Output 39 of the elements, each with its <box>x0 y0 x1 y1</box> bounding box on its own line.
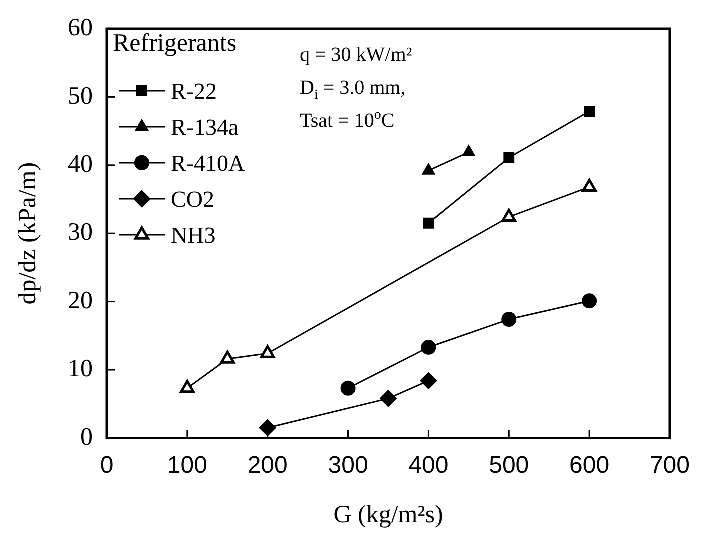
point <box>582 178 597 192</box>
point <box>220 350 235 364</box>
point <box>584 106 596 117</box>
y-tick-label: 20 <box>68 287 93 314</box>
point <box>504 152 515 164</box>
y-tick-label: 50 <box>68 82 93 110</box>
x-tick-label: 100 <box>167 452 208 480</box>
annotation: q = 30 kW/m² <box>300 44 412 66</box>
point <box>340 380 356 396</box>
legend-label: NH3 <box>171 223 216 248</box>
point <box>259 419 276 436</box>
point <box>421 340 436 355</box>
x-tick-label: 0 <box>100 452 114 480</box>
legend-label: R-134a <box>171 115 239 140</box>
point <box>582 294 598 309</box>
y-tick-label: 30 <box>68 219 93 246</box>
point <box>420 372 438 390</box>
y-tick-label: 10 <box>68 356 93 383</box>
point <box>180 380 195 394</box>
point <box>502 208 516 222</box>
legend-label: R-22 <box>171 79 217 104</box>
point <box>423 218 434 229</box>
point <box>380 390 397 408</box>
point <box>260 345 276 358</box>
x-tick-label: 600 <box>570 452 610 480</box>
x-tick-label: 700 <box>650 452 690 480</box>
y-axis-title: dp/dz (kPa/m) <box>14 162 42 305</box>
point <box>502 312 517 328</box>
y-tick-label: 0 <box>80 424 93 451</box>
x-tick-label: 500 <box>489 452 530 480</box>
x-tick-label: 200 <box>248 452 288 480</box>
x-tick-label: 300 <box>328 452 368 480</box>
y-tick-label: 60 <box>68 14 93 42</box>
y-tick-label: 40 <box>68 150 93 178</box>
legend-label: R-410A <box>171 151 246 176</box>
x-axis-title: G (kg/m²s) <box>334 502 444 529</box>
legend-title: Refrigerants <box>113 30 237 57</box>
x-tick-label: 400 <box>408 452 449 480</box>
legend-label: CO2 <box>171 187 214 212</box>
